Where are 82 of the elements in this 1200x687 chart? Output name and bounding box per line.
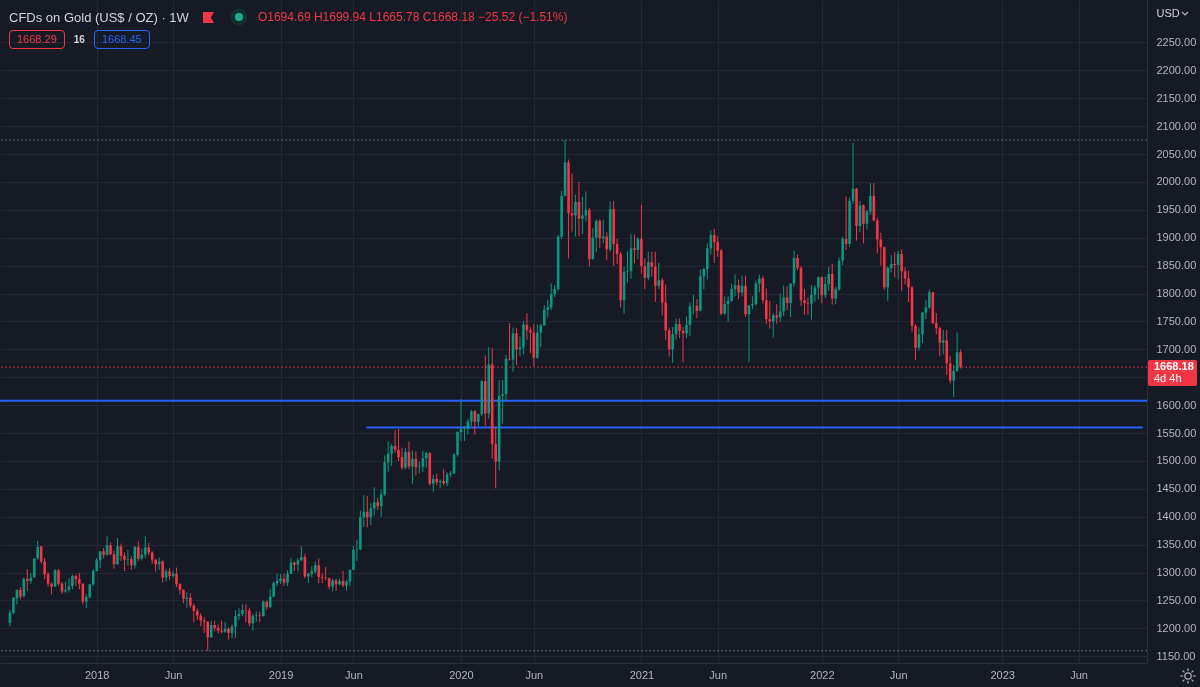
x-tick-label: Jun xyxy=(1070,668,1088,681)
candlestick xyxy=(369,502,373,526)
candlestick xyxy=(126,549,130,567)
y-tick-label: 1600.00 xyxy=(1156,398,1197,411)
candlestick xyxy=(653,251,657,303)
candlestick xyxy=(161,559,164,584)
y-axis-title: USD xyxy=(1156,6,1180,19)
x-tick-label: 2018 xyxy=(84,668,110,681)
x-tick-label: Jun xyxy=(164,668,183,681)
y-tick-label: 2050.00 xyxy=(1156,147,1197,160)
candlestick xyxy=(372,486,376,517)
x-tick-label: Jun xyxy=(345,668,363,681)
annotation: 1668.45 xyxy=(93,30,150,49)
text: 4d 4h xyxy=(1154,372,1182,385)
y-tick-label: 1800.00 xyxy=(1156,287,1197,300)
x-tick-label: 2022 xyxy=(810,668,835,681)
candlestick xyxy=(862,203,865,244)
candlestick xyxy=(574,194,577,238)
candlestick xyxy=(737,279,740,300)
candlestick xyxy=(771,312,775,339)
candlestick xyxy=(712,228,716,264)
x-tick-label: Jun xyxy=(889,668,908,681)
candlestick xyxy=(515,327,518,366)
candlestick xyxy=(598,218,602,249)
y-tick-label: 2200.00 xyxy=(1156,63,1197,76)
y-tick-label: 2100.00 xyxy=(1156,119,1197,132)
y-tick-label: 1250.00 xyxy=(1156,593,1197,606)
y-tick-label: 1350.00 xyxy=(1156,538,1197,551)
candlestick xyxy=(234,609,237,639)
annotation: O1694.69 H1699.94 L1665.78 C1668.18 −25.52 (−1.51%) xyxy=(257,10,568,24)
x-tick-label: 2019 xyxy=(268,668,294,681)
candlestick xyxy=(411,449,414,485)
text: CFDs on Gold (US$ / OZ) · 1W xyxy=(9,9,189,25)
y-tick-label: 1850.00 xyxy=(1156,259,1197,272)
candlestick xyxy=(775,303,779,325)
x-tick-label: Jun xyxy=(709,668,728,681)
y-tick-label: 1700.00 xyxy=(1156,342,1197,355)
candlestick xyxy=(900,248,903,292)
y-tick-label: 1400.00 xyxy=(1156,510,1197,523)
candlestick xyxy=(442,468,445,487)
candlestick xyxy=(893,251,896,278)
candlestick xyxy=(633,233,636,264)
candlestick xyxy=(886,265,890,302)
annotation: 16 xyxy=(73,34,85,45)
y-tick-label: 2150.00 xyxy=(1156,91,1197,104)
candlestick xyxy=(26,568,29,592)
x-tick-label: 2021 xyxy=(629,668,655,681)
y-tick-label: 1300.00 xyxy=(1156,566,1197,579)
candlestick xyxy=(248,607,251,627)
ref-line-label: 1668.18 xyxy=(1154,360,1194,373)
candlestick xyxy=(137,540,140,562)
x-tick-label: Jun xyxy=(525,668,544,681)
candlestick xyxy=(116,537,119,566)
candlestick xyxy=(595,218,598,253)
x-tick-label: 2023 xyxy=(990,668,1015,681)
x-tick-label: 2020 xyxy=(449,668,474,681)
candlestick xyxy=(366,495,369,528)
y-tick-label: 2000.00 xyxy=(1156,175,1197,188)
candlestick xyxy=(657,262,661,290)
candlestick xyxy=(522,320,525,355)
y-tick-label: 1500.00 xyxy=(1156,454,1197,467)
candlestick xyxy=(244,603,248,623)
candlestick xyxy=(542,304,546,327)
y-tick-label: 1750.00 xyxy=(1156,314,1197,327)
annotation: 1668.29 xyxy=(9,30,65,49)
candlestick xyxy=(605,231,609,261)
candlestick xyxy=(945,329,949,376)
candlestick xyxy=(810,284,813,321)
candlestick xyxy=(941,329,945,355)
y-tick-label: 1450.00 xyxy=(1156,482,1197,495)
candlestick xyxy=(806,296,810,316)
y-tick-label: 1150.00 xyxy=(1156,649,1196,662)
y-tick-label: 2250.00 xyxy=(1156,35,1197,48)
y-tick-label: 1550.00 xyxy=(1156,426,1197,439)
y-tick-label: 1900.00 xyxy=(1156,231,1197,244)
y-tick-label: 1950.00 xyxy=(1156,203,1197,216)
candlestick xyxy=(765,288,768,325)
candlestick xyxy=(817,275,820,301)
candlestick xyxy=(404,447,407,470)
candlestick xyxy=(647,251,650,281)
y-tick-label: 1200.00 xyxy=(1156,621,1197,634)
candlestick xyxy=(317,558,321,584)
